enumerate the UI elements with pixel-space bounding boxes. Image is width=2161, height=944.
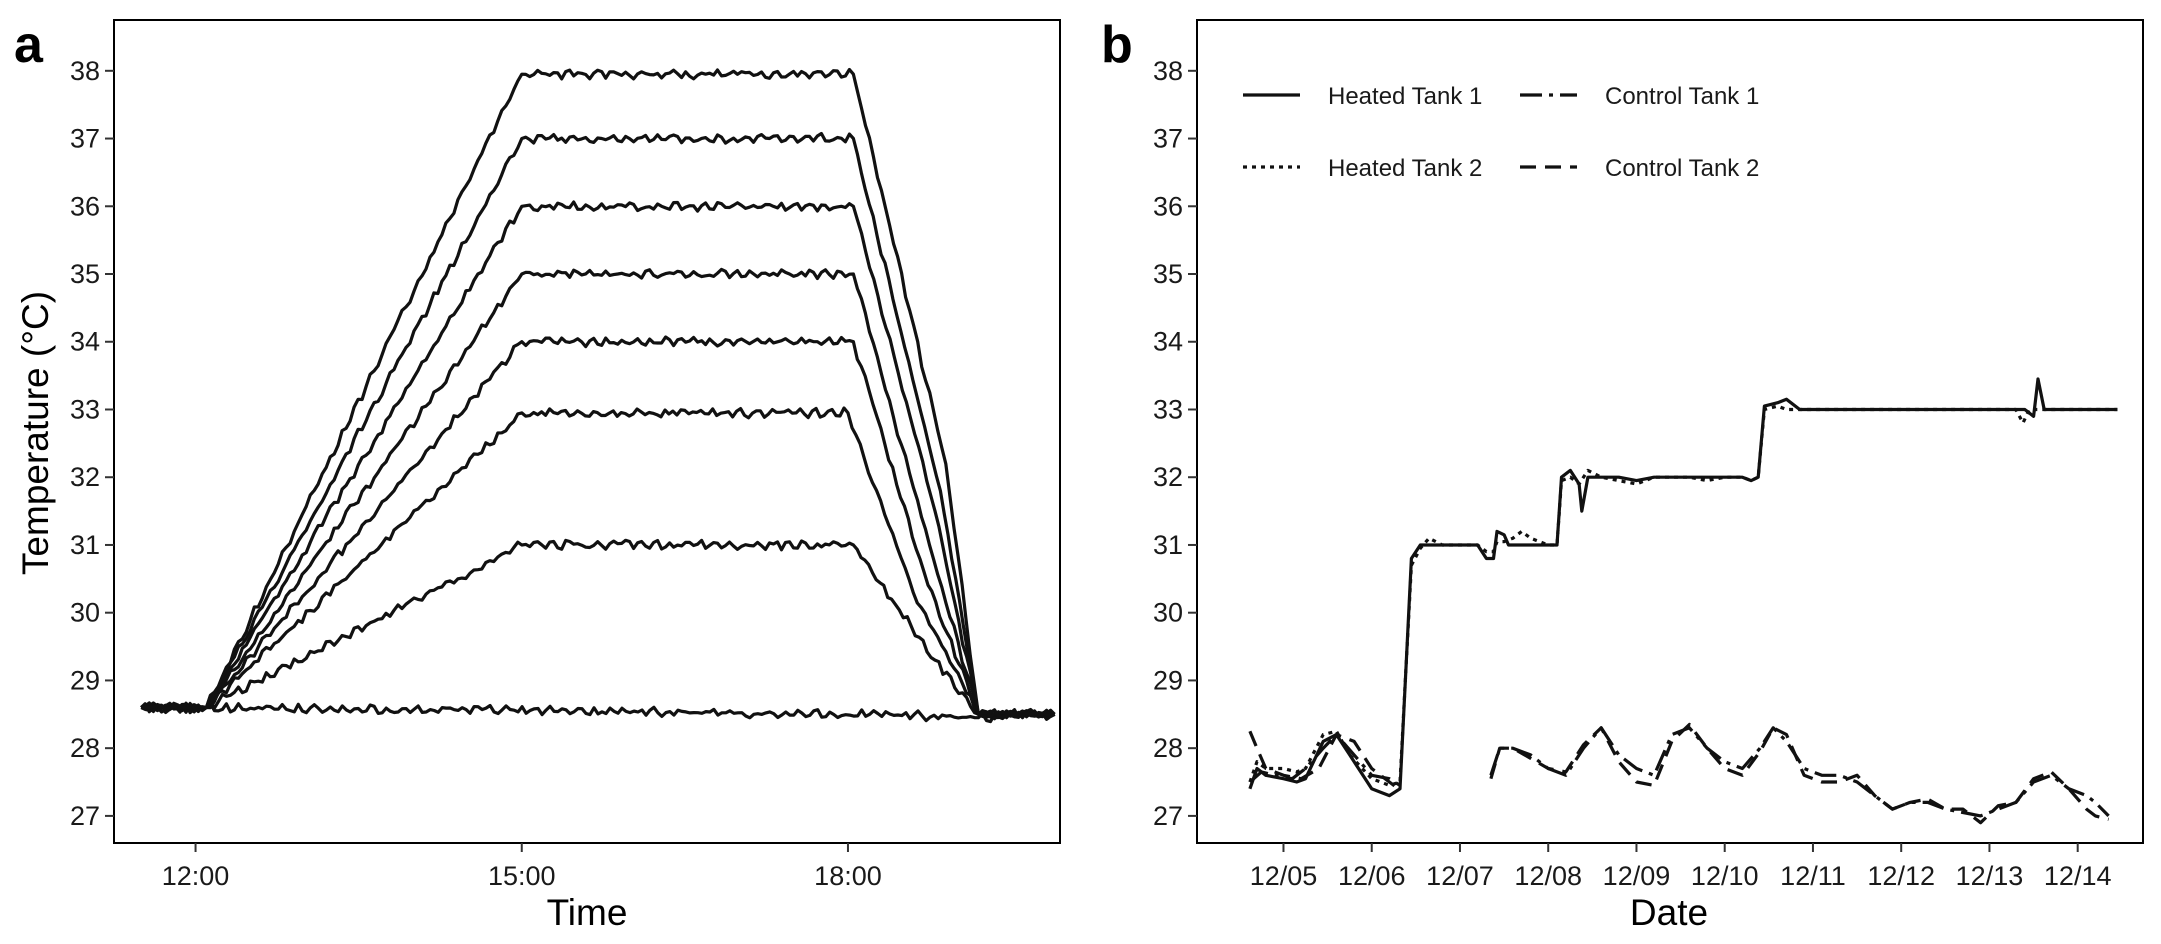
panel-b-x-tick-label: 12/09 bbox=[1603, 861, 1671, 891]
legend-label-control-tank-1: Control Tank 1 bbox=[1605, 83, 1759, 110]
panel-b-plot-frame bbox=[1196, 19, 2144, 844]
panel-b-series-line-3 bbox=[1248, 726, 2110, 818]
panel-a-series-line-8 bbox=[141, 67, 1056, 719]
panel-b-x-tick-label: 12/07 bbox=[1426, 861, 1494, 891]
panel-a-y-tick-label: 36 bbox=[70, 191, 100, 221]
panel-b-y-axis: 27 28 29 30 31 32 33 34 35 36 37 38 bbox=[1153, 56, 1197, 831]
panel-b-x-tick-label: 12/12 bbox=[1867, 861, 1935, 891]
panel-b-y-tick-label: 35 bbox=[1153, 259, 1183, 289]
panel-a-series-line-2 bbox=[140, 538, 1056, 721]
panel-b-y-tick-label: 34 bbox=[1153, 327, 1183, 357]
panel-b-x-tick-label: 12/10 bbox=[1691, 861, 1759, 891]
panel-a-y-tick-label: 38 bbox=[70, 56, 100, 86]
legend-entry-heated-tank-1: Heated Tank 1 bbox=[1243, 83, 1482, 110]
legend-entry-control-tank-1: Control Tank 1 bbox=[1520, 83, 1759, 110]
panel-b-y-tick-label: 28 bbox=[1153, 733, 1183, 763]
panel-b-y-tick-label: 36 bbox=[1153, 191, 1183, 221]
panel-a-x-axis: 12:00 15:00 18:00 bbox=[162, 843, 882, 891]
panel-a-letter: a bbox=[14, 16, 44, 74]
panel-a-y-tick-label: 27 bbox=[70, 801, 100, 831]
panel-b-y-tick-label: 37 bbox=[1153, 124, 1183, 154]
panel-b-x-axis: 12/05 12/06 12/07 12/08 12/09 12/10 12/11 12/12… bbox=[1250, 843, 2112, 891]
panel-a-series-line-6 bbox=[140, 200, 1056, 720]
panel-b-x-tick-label: 12/13 bbox=[1956, 861, 2024, 891]
panel-a-series-line-3 bbox=[140, 406, 1056, 720]
panel-a-series-line-4 bbox=[140, 335, 1055, 720]
panel-a-y-tick-label: 28 bbox=[70, 733, 100, 763]
panel-b-y-tick-label: 38 bbox=[1153, 56, 1183, 86]
panel-a-series bbox=[140, 67, 1056, 724]
panel-b-y-tick-label: 31 bbox=[1153, 530, 1183, 560]
panel-a-y-tick-label: 29 bbox=[70, 665, 100, 695]
panel-b-y-tick-label: 30 bbox=[1153, 598, 1183, 628]
panel-a-series-line-1 bbox=[140, 701, 1055, 724]
panel-b-series-line-4 bbox=[1248, 722, 2109, 825]
panel-b-y-tick-label: 29 bbox=[1153, 665, 1183, 695]
panel-a-x-tick-label: 12:00 bbox=[162, 861, 230, 891]
panel-b-y-tick-label: 32 bbox=[1153, 462, 1183, 492]
panel-b-series-line-1 bbox=[1248, 377, 2118, 798]
panel-a-x-tick-label: 18:00 bbox=[814, 861, 882, 891]
panel-a-y-tick-label: 30 bbox=[70, 598, 100, 628]
legend-label-control-tank-2: Control Tank 2 bbox=[1605, 155, 1759, 182]
panel-b-y-tick-label: 27 bbox=[1153, 801, 1183, 831]
panel-b-series bbox=[1248, 377, 2118, 825]
legend-entry-heated-tank-2: Heated Tank 2 bbox=[1243, 155, 1482, 182]
panel-a-series-line-5 bbox=[140, 267, 1056, 721]
panel-a: a 27 28 29 30 31 32 33 34 35 36 37 38 12:00 15:00 18:… bbox=[14, 16, 1061, 933]
panel-a-y-tick-label: 34 bbox=[70, 327, 100, 357]
legend-entry-control-tank-2: Control Tank 2 bbox=[1520, 155, 1759, 182]
panel-a-plot-frame bbox=[113, 19, 1061, 844]
panel-b-x-tick-label: 12/11 bbox=[1780, 861, 1846, 891]
panel-a-y-axis-title: Temperature (°C) bbox=[15, 291, 56, 575]
panel-a-y-axis: 27 28 29 30 31 32 33 34 35 36 37 38 bbox=[70, 56, 114, 831]
panel-b-y-tick-label: 33 bbox=[1153, 394, 1183, 424]
legend-label-heated-tank-2: Heated Tank 2 bbox=[1328, 155, 1482, 182]
panel-b-x-tick-label: 12/14 bbox=[2044, 861, 2112, 891]
panel-a-series-line-7 bbox=[141, 131, 1056, 720]
panel-b-legend: Heated Tank 1 Control Tank 1 Heated Tank… bbox=[1243, 83, 1759, 182]
panel-b-letter: b bbox=[1101, 16, 1133, 74]
panel-a-y-tick-label: 35 bbox=[70, 259, 100, 289]
panel-a-y-tick-label: 33 bbox=[70, 394, 100, 424]
panel-b-x-tick-label: 12/08 bbox=[1514, 861, 1582, 891]
panel-b-x-tick-label: 12/05 bbox=[1250, 861, 1318, 891]
panel-a-y-tick-label: 31 bbox=[70, 530, 100, 560]
panel-a-y-tick-label: 32 bbox=[70, 462, 100, 492]
panel-a-y-tick-label: 37 bbox=[70, 124, 100, 154]
legend-label-heated-tank-1: Heated Tank 1 bbox=[1328, 83, 1482, 110]
panel-b-x-axis-title: Date bbox=[1630, 892, 1708, 933]
panel-a-x-tick-label: 15:00 bbox=[488, 861, 556, 891]
panel-a-x-axis-title: Time bbox=[547, 892, 628, 933]
panel-b-x-tick-label: 12/06 bbox=[1338, 861, 1406, 891]
panel-b-series-line-2 bbox=[1248, 404, 2118, 787]
